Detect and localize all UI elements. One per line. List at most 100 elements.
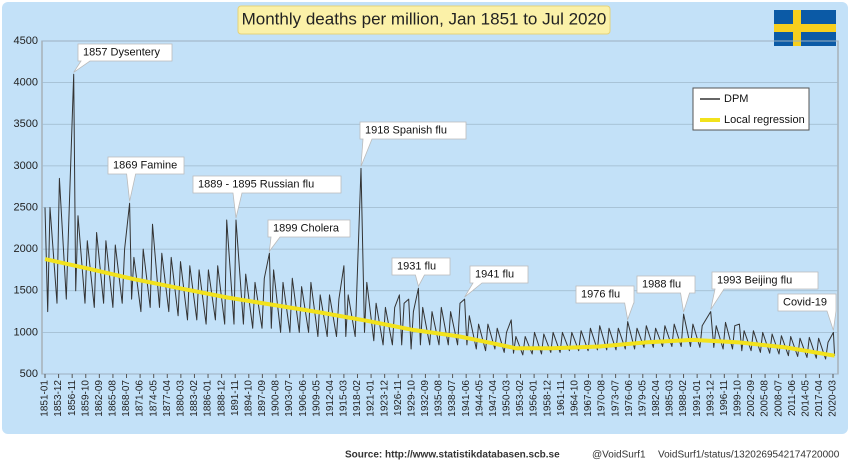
annotation-label: 1976 flu bbox=[581, 288, 620, 300]
annotations: 1857 Dysentery 1869 Famine 1889 - 1895 Rus… bbox=[73, 43, 837, 331]
callout bbox=[777, 293, 837, 331]
x-tick-label: 1979-05 bbox=[637, 380, 648, 417]
annotation-label: 1857 Dysentery bbox=[83, 46, 161, 58]
x-tick-label: 1988-02 bbox=[678, 380, 689, 417]
callout bbox=[267, 219, 351, 253]
chart-background bbox=[2, 2, 848, 434]
legend-label: DPM bbox=[724, 93, 748, 105]
x-tick-label: 1871-06 bbox=[135, 380, 146, 417]
callout bbox=[464, 265, 529, 298]
x-tick-label: 1891-11 bbox=[230, 380, 241, 416]
annotation-label: 1988 flu bbox=[642, 278, 681, 290]
y-tick-label: 3000 bbox=[14, 160, 38, 172]
callout bbox=[391, 257, 451, 288]
flag bbox=[774, 10, 836, 46]
x-tick-label: 1938-07 bbox=[447, 380, 458, 417]
x-tick-label: 1906-06 bbox=[298, 380, 309, 417]
callout bbox=[73, 43, 173, 73]
x-tick-label: 1859-10 bbox=[80, 380, 91, 417]
x-tick-label: 1996-11 bbox=[719, 380, 730, 416]
x-tick-label: 1912-04 bbox=[325, 380, 336, 417]
legend-box bbox=[692, 87, 810, 131]
y-tick-label: 2000 bbox=[14, 243, 38, 255]
annotation-label: 1889 - 1895 Russian flu bbox=[198, 178, 314, 190]
annotation-label: 1918 Spanish flu bbox=[365, 124, 447, 136]
x-tick-label: 1894-10 bbox=[243, 380, 254, 417]
x-tick-label: 1918-02 bbox=[352, 380, 363, 417]
x-tick-label: 1961-11 bbox=[556, 380, 567, 416]
x-tick-label: 1880-03 bbox=[176, 380, 187, 417]
annotation-label: 1993 Beijing flu bbox=[717, 274, 792, 286]
x-tick-label: 1903-07 bbox=[284, 380, 295, 417]
x-tick-label: 1862-09 bbox=[94, 380, 105, 417]
annotation-label: 1869 Famine bbox=[113, 159, 177, 171]
x-tick-label: 1982-04 bbox=[651, 380, 662, 417]
y-tick-label: 4000 bbox=[14, 77, 38, 89]
x-tick-label: 2011-06 bbox=[787, 380, 798, 416]
x-tick-label: 1897-09 bbox=[257, 380, 268, 417]
annotation-label: 1931 flu bbox=[397, 260, 436, 272]
x-tick-label: 1865-08 bbox=[108, 380, 119, 417]
y-tick-label: 500 bbox=[20, 368, 38, 380]
callout bbox=[710, 271, 819, 310]
x-tick-label: 1886-01 bbox=[203, 380, 214, 417]
x-tick-label: 1953-02 bbox=[515, 380, 526, 417]
x-tick-label: 1956-01 bbox=[529, 380, 540, 417]
x-tick-label: 1944-05 bbox=[474, 380, 485, 417]
series-line bbox=[44, 257, 835, 358]
x-tick-label: 1923-12 bbox=[379, 380, 390, 417]
callout bbox=[107, 156, 185, 202]
x-tick-label: 1909-05 bbox=[311, 380, 322, 417]
x-tick-label: 1926-11 bbox=[393, 380, 404, 416]
annotation-label: 1899 Cholera bbox=[273, 222, 340, 234]
x-tick-label: 2017-04 bbox=[814, 380, 825, 417]
y-tick-label: 1500 bbox=[14, 285, 38, 297]
x-tick-label: 1950-03 bbox=[502, 380, 513, 417]
y-tick-label: 2500 bbox=[14, 201, 38, 213]
x-tick-label: 2014-05 bbox=[800, 380, 811, 417]
annotation-label: 1941 flu bbox=[475, 268, 514, 280]
x-tick-label: 1932-09 bbox=[420, 380, 431, 417]
y-tick-label: 1000 bbox=[14, 326, 38, 338]
x-tick-label: 1947-04 bbox=[488, 380, 499, 417]
callout bbox=[575, 285, 635, 322]
x-tick-label: 2002-09 bbox=[746, 380, 757, 417]
callout bbox=[636, 275, 696, 313]
source: Source: http://www.statistikdatabasen.sc… bbox=[345, 450, 560, 461]
callout bbox=[192, 175, 342, 219]
x-tick-label: 1941-06 bbox=[461, 380, 472, 417]
callout bbox=[359, 121, 467, 167]
x-tick-label: 1967-09 bbox=[583, 380, 594, 417]
x-tick-label: 1900-08 bbox=[271, 380, 282, 417]
x-tick-label: 1883-02 bbox=[189, 380, 200, 417]
x-tick-label: 2020-03 bbox=[828, 380, 839, 417]
x-tick-label: 1991-01 bbox=[692, 380, 703, 417]
series-line bbox=[44, 73, 836, 360]
x-tick-label: 1888-12 bbox=[216, 380, 227, 417]
x-tick-label: 1973-07 bbox=[610, 380, 621, 417]
x-tick-label: 1915-03 bbox=[339, 380, 350, 417]
x-tick-label: 1993-12 bbox=[705, 380, 716, 417]
x-tick-label: 1970-08 bbox=[597, 380, 608, 417]
annotation-label: Covid-19 bbox=[783, 296, 827, 308]
x-tick-label: 2005-08 bbox=[760, 380, 771, 417]
y-tick-label: 4500 bbox=[14, 35, 38, 47]
x-tick-label: 1921-01 bbox=[366, 380, 377, 417]
plot bbox=[44, 73, 836, 360]
x-tick-label: 1935-08 bbox=[434, 380, 445, 417]
legend-label: Local regression bbox=[724, 114, 805, 126]
legend: DPM Local regression bbox=[692, 87, 810, 131]
x-tick-label: 1868-07 bbox=[121, 380, 132, 417]
x-tick-label: 1958-12 bbox=[542, 380, 553, 417]
x-tick-label: 1874-05 bbox=[148, 380, 159, 417]
x-tick-label: 1877-04 bbox=[162, 380, 173, 417]
x-tick-label: 1999-10 bbox=[733, 380, 744, 417]
x-tick-label: 1985-03 bbox=[665, 380, 676, 417]
title-box bbox=[237, 5, 611, 35]
x-tick-label: 1976-06 bbox=[624, 380, 635, 417]
credit: @VoidSurf1 bbox=[592, 450, 646, 461]
chart-title: Monthly deaths per million, Jan 1851 to … bbox=[242, 9, 607, 28]
x-tick-label: 1856-11 bbox=[67, 380, 78, 416]
x-tick-label: 1964-10 bbox=[570, 380, 581, 417]
